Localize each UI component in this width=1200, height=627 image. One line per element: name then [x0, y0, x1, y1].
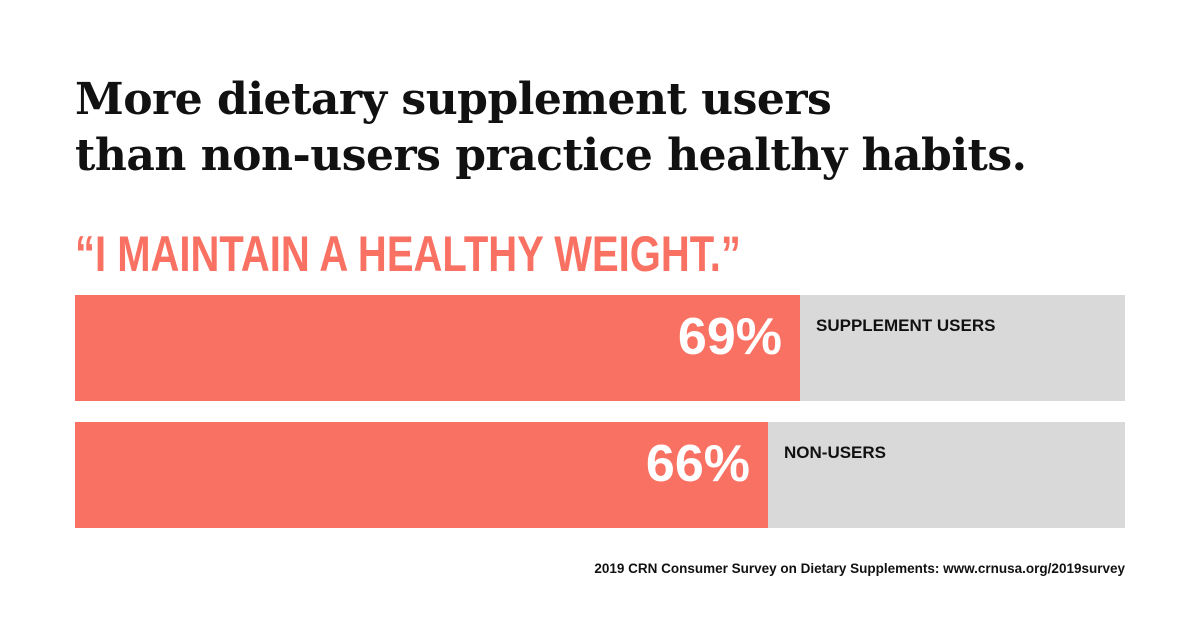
bar-fill-supplement-users: 69%: [75, 295, 800, 401]
headline-line-2: than non-users practice healthy habits.: [75, 130, 1027, 181]
bar-value-label: 69%: [677, 308, 782, 366]
bar-category-label: NON-USERS: [784, 443, 887, 462]
headline-line-1: More dietary supplement users: [75, 74, 832, 125]
source-citation: 2019 CRN Consumer Survey on Dietary Supp…: [594, 561, 1125, 576]
bar-value-label: 66%: [645, 435, 750, 493]
bar-fill-non-users: 66%: [75, 422, 768, 528]
bar-track-supplement-users: 69% SUPPLEMENT USERS: [75, 295, 1125, 401]
bar-category-label: SUPPLEMENT USERS: [816, 316, 996, 335]
bar-chart: 69% SUPPLEMENT USERS 66% NON-USERS: [75, 295, 1125, 529]
headline: More dietary supplement users than non-u…: [75, 72, 1155, 184]
chart-title-quote: “I MAINTAIN A HEALTHY WEIGHT.”: [75, 226, 741, 282]
bar-track-non-users: 66% NON-USERS: [75, 422, 1125, 528]
